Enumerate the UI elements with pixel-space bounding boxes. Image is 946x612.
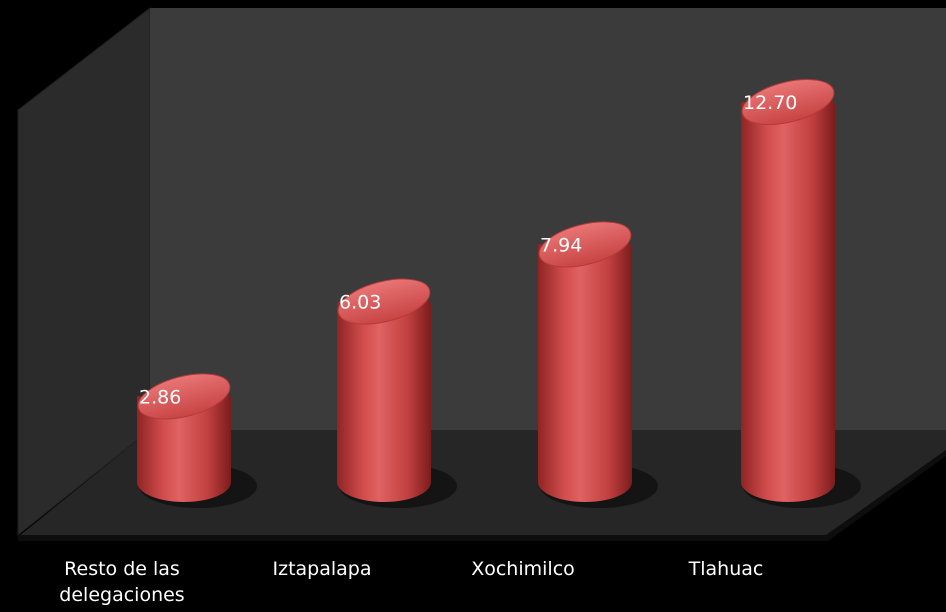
bar-0: 2.86: [137, 373, 257, 508]
bar-3: 12.70: [741, 79, 861, 508]
category-label-0: Resto de las delegaciones: [59, 558, 185, 606]
value-label-0: 2.86: [139, 386, 181, 408]
category-label-2: Xochimilco: [471, 558, 575, 580]
bar-top: [538, 221, 632, 268]
category-label-3: Tlahuac: [688, 558, 764, 580]
chart-bars: 2.86 6.03 7.94 12.70: [137, 79, 861, 508]
floor: [18, 430, 946, 537]
bar-top: [137, 373, 231, 420]
bar-body: [137, 396, 231, 502]
bar-body: [741, 102, 835, 502]
bar-2: 7.94: [538, 221, 658, 508]
value-label-2: 7.94: [540, 234, 582, 256]
category-label-1: Iztapalapa: [272, 558, 372, 580]
value-label-1: 6.03: [339, 292, 381, 314]
bar-body: [337, 301, 431, 502]
bar-1: 6.03: [337, 278, 457, 508]
value-label-3: 12.70: [743, 92, 797, 114]
bar-top: [337, 278, 431, 325]
bar-top: [741, 79, 835, 125]
bar-body: [538, 244, 632, 502]
